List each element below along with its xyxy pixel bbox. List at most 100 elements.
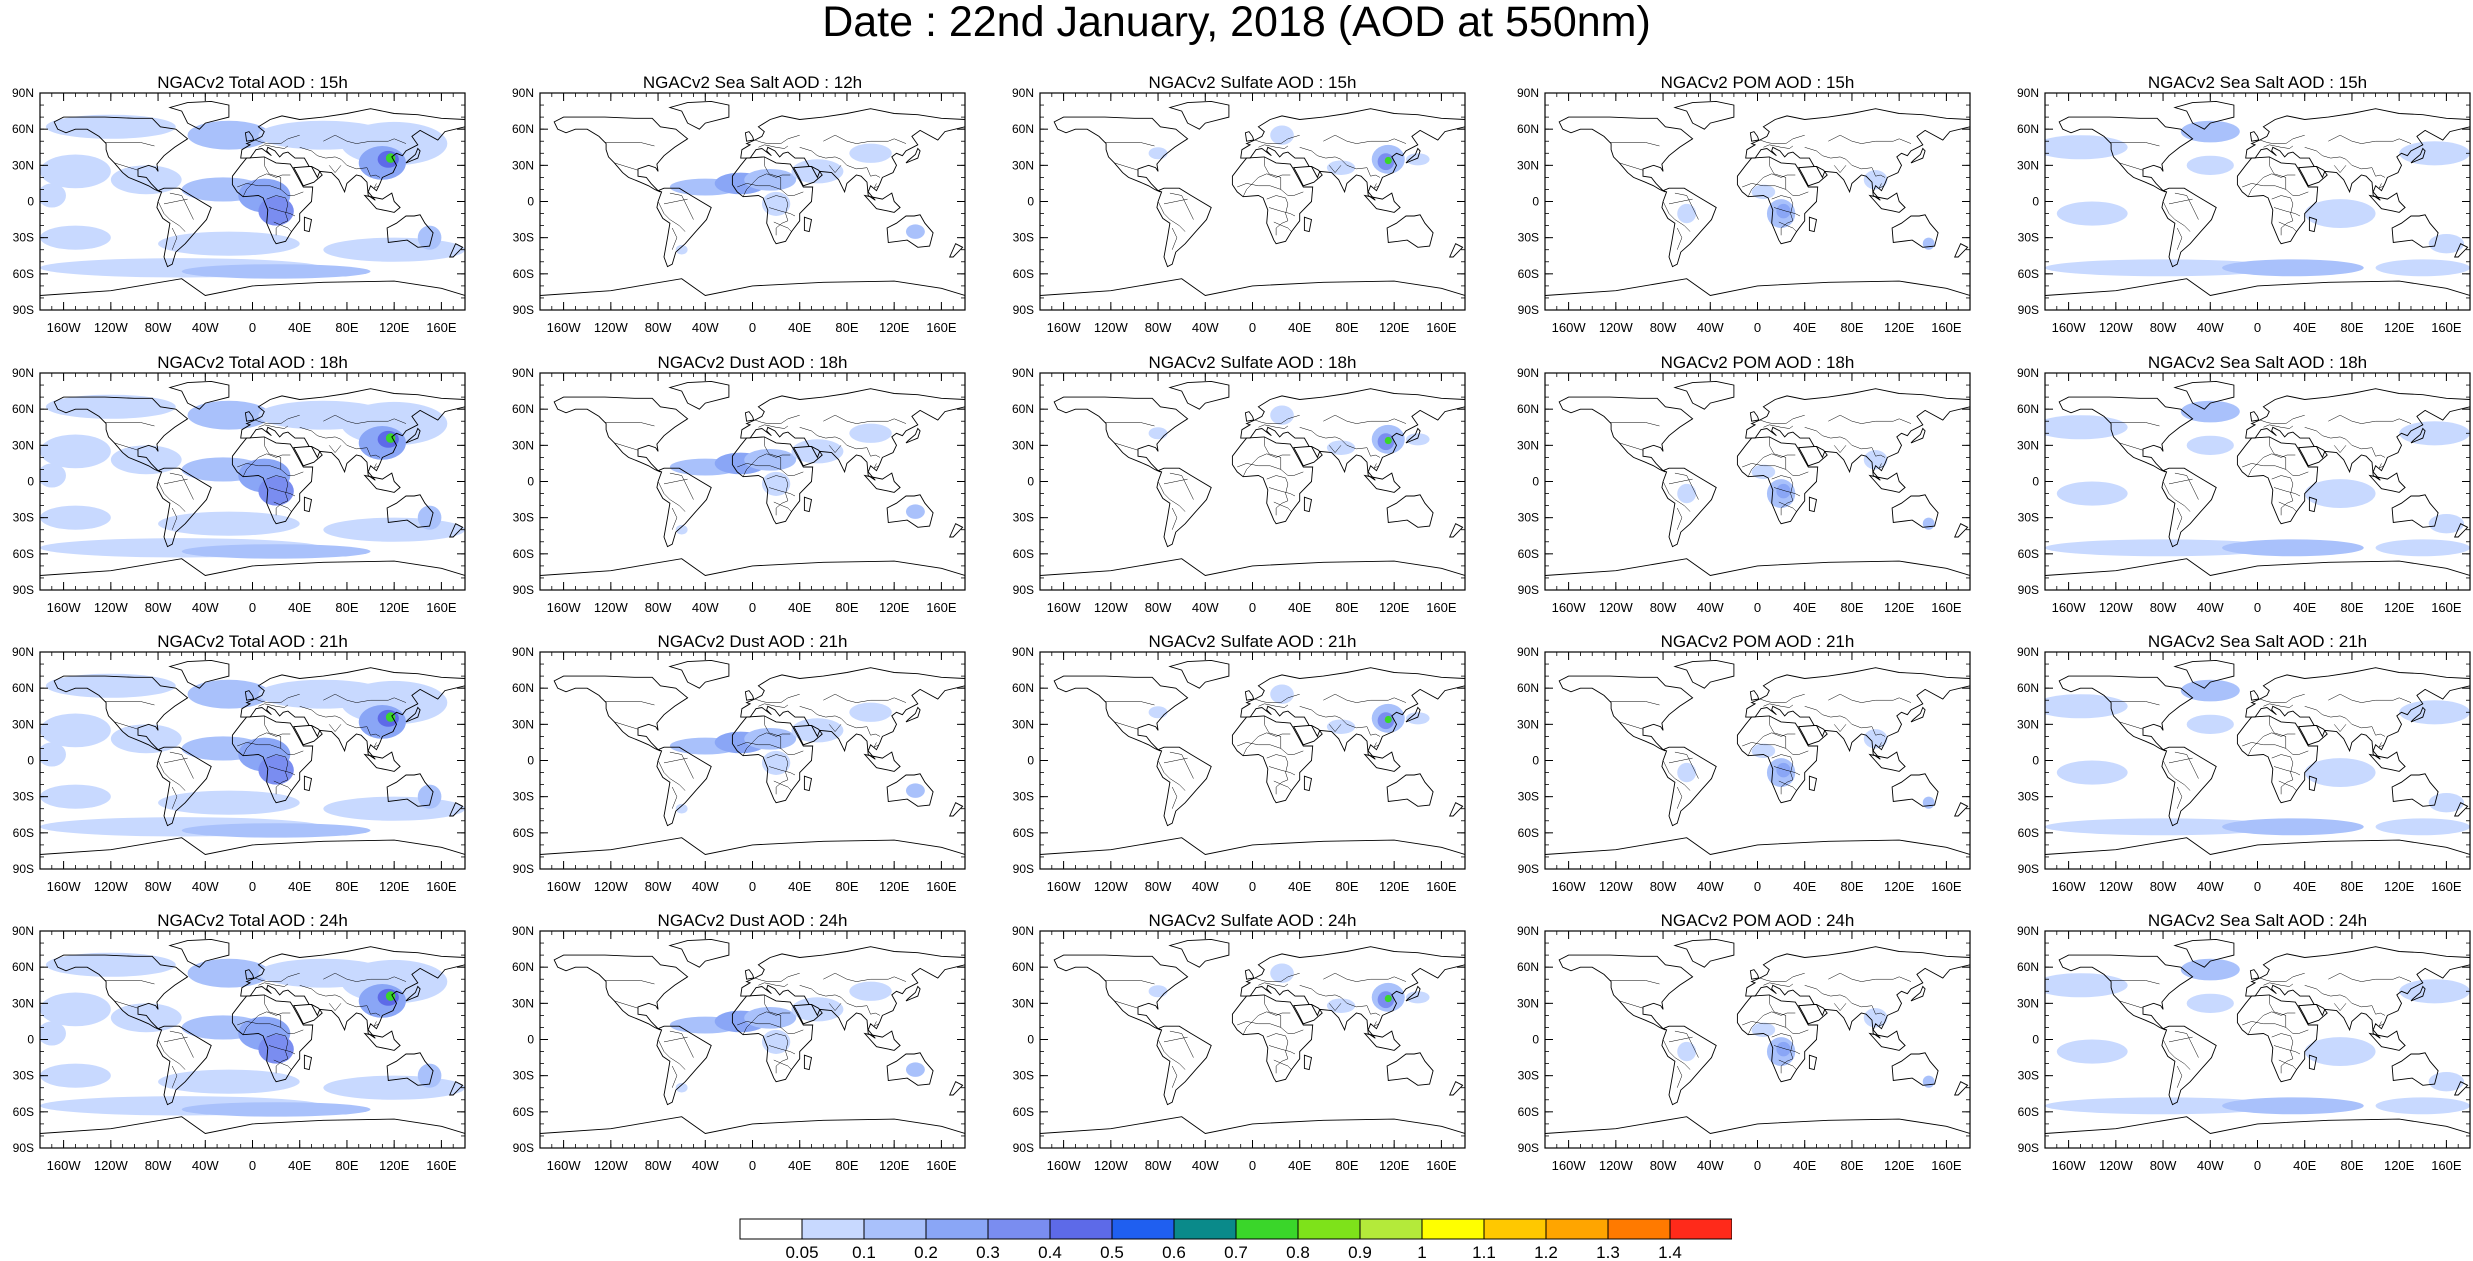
aod-field xyxy=(744,168,797,191)
map-panel: NGACv2 Sulfate AOD : 18h 90N 60N 30N 0 30S 60S… xyxy=(1000,353,1470,623)
lat-label: 30S xyxy=(513,231,534,245)
aod-field xyxy=(187,679,271,709)
world-map: 90N 60N 30N 0 30S 60S 90S 160W 120W 80W 40W 0 40E 80E… xyxy=(12,86,466,335)
country-border xyxy=(169,192,194,220)
lon-label: 160W xyxy=(1047,879,1082,894)
map-frame xyxy=(1039,372,1466,591)
lon-label: 160E xyxy=(1426,879,1457,894)
country-border xyxy=(268,207,296,217)
lon-label: 120E xyxy=(1884,320,1915,335)
coastline-greenland xyxy=(1168,100,1230,130)
lat-label: 30S xyxy=(513,1069,534,1083)
country-border xyxy=(163,198,188,205)
panel-title: NGACv2 Dust AOD : 21h xyxy=(657,632,848,651)
country-border xyxy=(2273,766,2301,776)
aod-field xyxy=(2375,818,2470,836)
country-border xyxy=(1834,165,1847,173)
lat-label: 90S xyxy=(13,303,34,317)
panel-title: NGACv2 POM AOD : 18h xyxy=(1660,353,1855,372)
colorbar-label: 0.4 xyxy=(1038,1243,1062,1261)
lat-label: 30N xyxy=(1012,158,1034,172)
lat-label: 90S xyxy=(1013,1141,1034,1155)
coastline-south-america xyxy=(2161,467,2217,548)
country-border xyxy=(1747,173,1796,197)
coastline-africa xyxy=(1231,994,1314,1083)
country-border xyxy=(1169,1030,1194,1058)
coastline-new-zealand xyxy=(1954,802,1969,817)
lat-label: 60N xyxy=(1012,122,1034,136)
country-border xyxy=(829,445,842,453)
coastline-uk xyxy=(1749,969,1760,980)
lat-label: 90S xyxy=(1013,862,1034,876)
colorbar-swatch xyxy=(739,1218,803,1240)
country-border xyxy=(2278,1059,2297,1070)
country-border xyxy=(157,760,186,791)
country-border xyxy=(768,207,796,217)
country-border xyxy=(2259,414,2305,424)
lon-label: 80W xyxy=(2150,320,2177,335)
country-border xyxy=(266,475,289,516)
country-border xyxy=(242,173,291,197)
country-border xyxy=(2304,147,2373,170)
aod-field xyxy=(2056,201,2128,226)
lon-label: 120E xyxy=(2384,320,2415,335)
country-border xyxy=(1114,442,1139,451)
country-border xyxy=(1258,424,1289,429)
aod-field xyxy=(2375,539,2470,557)
country-border xyxy=(2259,972,2305,982)
country-border xyxy=(157,1039,186,1070)
aod-field xyxy=(158,231,300,256)
lat-label: 60N xyxy=(2017,402,2039,416)
country-border xyxy=(273,501,292,512)
country-border xyxy=(768,487,796,497)
country-border xyxy=(754,693,800,703)
lon-label: 40W xyxy=(192,320,219,335)
country-border xyxy=(2328,693,2412,703)
coastline-south-america xyxy=(656,187,712,268)
country-border xyxy=(2269,715,2287,749)
country-border xyxy=(2371,726,2386,737)
country-border xyxy=(104,980,155,985)
lon-label: 0 xyxy=(749,600,756,615)
country-border xyxy=(1759,972,1805,982)
country-border xyxy=(823,693,907,703)
lon-label: 80W xyxy=(1650,320,1677,335)
lon-label: 40W xyxy=(692,320,719,335)
country-border xyxy=(1329,1003,1342,1011)
coastline-africa xyxy=(731,156,814,245)
lon-label: 120E xyxy=(1379,320,1410,335)
lon-label: 120E xyxy=(2384,879,2415,894)
country-border xyxy=(1266,754,1289,795)
aod-field xyxy=(158,1069,300,1094)
country-border xyxy=(657,201,686,232)
aod-field xyxy=(849,143,892,163)
country-border xyxy=(2269,994,2287,1028)
lon-label: 40E xyxy=(2293,1158,2316,1173)
coastline-antarctica xyxy=(1545,837,1970,869)
lat-label: 60N xyxy=(1012,960,1034,974)
colorbar-swatch xyxy=(1297,1218,1361,1240)
lat-label: 60S xyxy=(1518,826,1539,840)
lat-label: 60S xyxy=(1013,547,1034,561)
lon-label: 40E xyxy=(2293,879,2316,894)
map-panel: NGACv2 Sulfate AOD : 15h 90N 60N 30N 0 30S 60S… xyxy=(1000,73,1470,343)
coastline-madagascar xyxy=(2308,775,2318,792)
country-border xyxy=(2176,786,2183,809)
coastline-australia xyxy=(386,494,434,528)
aod-field xyxy=(1384,715,1392,724)
coastline-arabia xyxy=(1293,446,1323,467)
map-frame xyxy=(1039,651,1466,870)
country-border xyxy=(866,1005,881,1016)
country-border xyxy=(663,1036,688,1043)
country-border xyxy=(1674,472,1699,500)
coastline-greenland xyxy=(2173,659,2235,689)
lon-label: 120W xyxy=(594,320,629,335)
coastline-arabia xyxy=(793,446,823,467)
aod-field xyxy=(2399,141,2470,166)
country-border xyxy=(873,183,879,189)
aod-field xyxy=(2180,120,2240,143)
coastline-south-america xyxy=(656,746,712,827)
country-border xyxy=(1242,732,1291,756)
aod-field xyxy=(40,434,111,469)
country-border xyxy=(773,501,792,512)
